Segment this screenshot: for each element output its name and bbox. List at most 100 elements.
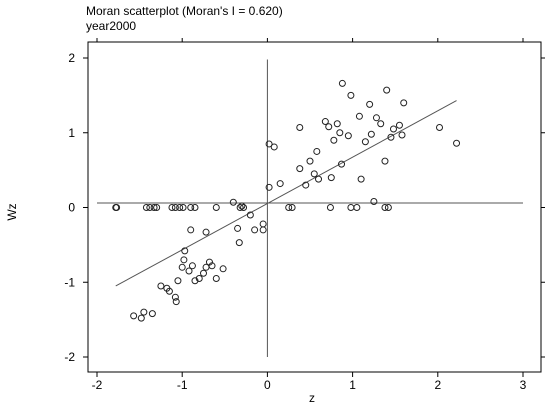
data-point — [140, 308, 148, 316]
data-point — [400, 99, 408, 107]
data-point — [387, 133, 395, 141]
data-point — [327, 174, 335, 182]
data-point — [137, 314, 145, 322]
data-point — [355, 112, 363, 120]
data-point — [313, 147, 321, 155]
reference-lines — [97, 59, 523, 357]
data-point — [171, 293, 179, 301]
data-point — [315, 175, 323, 183]
data-point — [296, 124, 304, 132]
data-point — [191, 204, 199, 211]
data-point — [229, 198, 237, 206]
data-point — [344, 132, 352, 140]
data-point — [395, 121, 403, 129]
data-point — [200, 269, 207, 277]
data-point — [202, 228, 210, 236]
data-point — [398, 131, 406, 139]
data-point — [372, 114, 380, 122]
data-point — [180, 256, 188, 264]
data-point — [148, 310, 156, 318]
data-point — [188, 262, 196, 270]
data-point — [212, 275, 220, 283]
data-point — [113, 204, 121, 211]
data-point — [336, 129, 344, 137]
data-point — [179, 204, 187, 211]
data-point — [389, 125, 397, 133]
y-tick-label: -1 — [64, 275, 75, 289]
x-tick-label: 2 — [434, 378, 441, 392]
y-axis-label: Wz — [5, 203, 19, 220]
data-point — [172, 298, 180, 306]
y-tick-label: 0 — [68, 201, 75, 215]
data-point — [181, 247, 189, 255]
y-tick-label: -2 — [64, 350, 75, 364]
data-point — [176, 204, 184, 211]
data-point — [259, 220, 267, 228]
y-tick-label: 1 — [68, 126, 75, 140]
data-point — [153, 204, 161, 211]
data-point — [366, 100, 374, 108]
chart-subtitle: year2000 — [86, 19, 137, 33]
data-point — [383, 86, 391, 94]
data-point — [270, 143, 278, 151]
chart-title: Moran scatterplot (Moran's I = 0.620) — [86, 4, 283, 18]
data-point — [381, 157, 389, 165]
data-point — [310, 170, 318, 178]
plot-frame — [87, 41, 542, 373]
data-point — [157, 282, 165, 290]
data-point — [259, 226, 267, 234]
data-point — [187, 204, 195, 211]
data-point — [174, 277, 182, 285]
data-point — [251, 226, 259, 234]
data-point — [142, 204, 150, 211]
data-point — [246, 211, 254, 219]
data-point — [288, 204, 296, 211]
x-tick-label: 1 — [349, 378, 356, 392]
data-point — [453, 139, 461, 147]
data-point — [338, 79, 346, 87]
data-point — [333, 120, 341, 128]
data-point — [325, 123, 333, 131]
data-point — [238, 202, 246, 210]
x-tick-label: -2 — [92, 378, 103, 392]
data-point — [338, 160, 346, 168]
data-point — [150, 204, 158, 211]
data-point — [265, 183, 273, 191]
data-point — [235, 239, 243, 247]
fit-line-group — [115, 100, 457, 287]
data-point — [357, 175, 365, 183]
data-point — [187, 226, 195, 234]
data-point — [321, 118, 329, 126]
data-point — [326, 204, 334, 211]
y-tick-label: 2 — [68, 51, 75, 65]
data-point — [276, 180, 284, 188]
x-axis-label: z — [309, 391, 315, 405]
x-tick-label: -1 — [177, 378, 188, 392]
data-point — [265, 140, 273, 148]
data-point — [296, 165, 304, 173]
x-tick-label: 3 — [520, 378, 527, 392]
data-point — [234, 224, 242, 232]
data-point — [236, 204, 244, 211]
data-point — [168, 204, 176, 211]
data-point — [306, 157, 314, 165]
data-point — [347, 91, 355, 99]
data-point — [178, 263, 186, 271]
points-group — [112, 79, 461, 322]
data-point — [130, 312, 138, 320]
data-point — [171, 204, 179, 211]
data-point — [219, 265, 227, 273]
data-point — [195, 275, 203, 283]
data-point — [191, 277, 199, 285]
data-point — [302, 181, 310, 189]
data-point — [240, 204, 248, 211]
data-point — [384, 204, 392, 211]
data-point — [347, 204, 355, 211]
axis-ticks: -2 -1 0 1 2 3 -2 -1 0 1 2 — [64, 38, 545, 392]
data-point — [285, 204, 293, 211]
data-point — [165, 287, 173, 295]
data-point — [208, 262, 216, 270]
data-point — [353, 204, 361, 211]
data-point — [361, 138, 369, 146]
